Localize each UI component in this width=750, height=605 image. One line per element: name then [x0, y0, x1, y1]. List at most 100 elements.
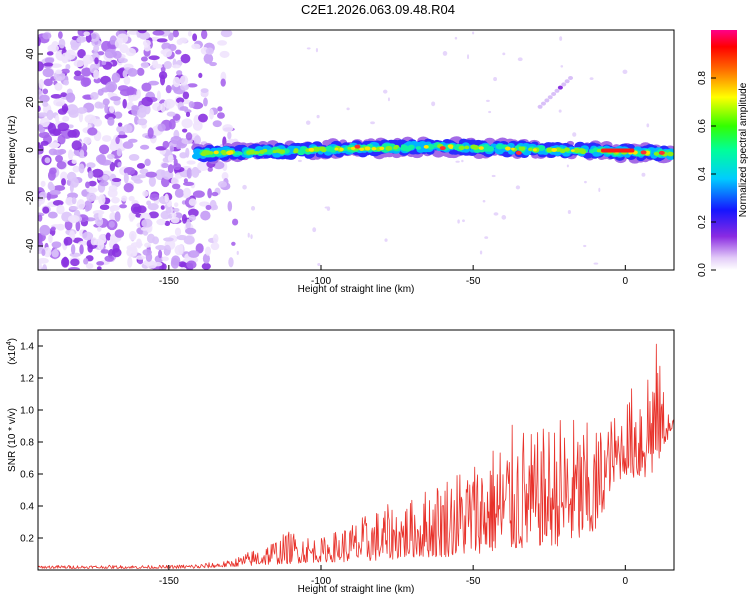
noise-blob	[157, 123, 166, 132]
noise-blob	[559, 36, 563, 41]
noise-blob	[119, 44, 129, 54]
noise-blob	[104, 48, 115, 59]
snr-x-label: Height of straight line (km)	[298, 584, 415, 595]
spectrogram-y-tick-label: 0	[25, 147, 36, 153]
noise-blob	[207, 166, 213, 172]
noise-blob	[502, 52, 506, 56]
spectrogram-x-ticks: -150 -100 -50 0	[159, 265, 629, 287]
noise-blob	[140, 226, 148, 231]
noise-blob	[49, 167, 57, 175]
noise-blob	[114, 211, 121, 222]
noise-blob	[148, 176, 156, 187]
spectrogram-y-ticks: -40 -20 0 20 40	[25, 48, 43, 253]
noise-blob	[96, 261, 105, 266]
band-blob	[227, 150, 234, 155]
noise-blob	[111, 72, 121, 83]
streak-blob	[568, 76, 574, 80]
noise-blob	[140, 62, 150, 69]
noise-blob	[187, 30, 192, 37]
noise-blob	[161, 256, 169, 262]
band-blob	[589, 149, 595, 154]
band-blob	[510, 147, 515, 151]
noise-blob	[137, 30, 147, 34]
spectrogram-x-tick-label: -150	[159, 276, 179, 287]
noise-blob	[82, 77, 92, 87]
noise-blob	[220, 30, 233, 38]
noise-blob	[167, 213, 173, 219]
noise-blob	[192, 120, 203, 131]
noise-blob	[38, 112, 49, 117]
noise-blob	[467, 54, 470, 60]
band-blob	[470, 144, 478, 150]
noise-blob	[115, 136, 120, 145]
noise-blob	[197, 161, 209, 172]
noise-blob	[117, 122, 123, 127]
band-blob	[448, 144, 454, 149]
noise-blob	[147, 80, 160, 86]
snr-y-tick-label: 0.4	[20, 502, 34, 513]
noise-blob	[112, 243, 120, 253]
colorbar-ticks: 0.0 0.2 0.4 0.6 0.8	[697, 71, 716, 277]
noise-blob	[68, 205, 79, 210]
band-blob	[237, 151, 243, 156]
noise-blob	[60, 68, 70, 74]
band-blob	[546, 147, 554, 153]
noise-blob	[81, 67, 92, 77]
noise-blob	[108, 105, 115, 114]
noise-blob	[164, 193, 169, 203]
noise-blob	[38, 257, 49, 264]
noise-blob	[116, 33, 129, 44]
noise-blob	[136, 163, 146, 169]
streak-blob	[544, 98, 550, 103]
noise-blob	[78, 111, 84, 123]
chart-title: C2E1.2026.063.09.48.R04	[301, 2, 455, 17]
noise-blob	[60, 92, 68, 98]
noise-blob	[47, 211, 58, 219]
noise-blob	[55, 155, 63, 163]
noise-blob	[123, 182, 134, 193]
noise-blob	[482, 199, 486, 203]
spectrogram-y-tick-label: -40	[25, 238, 36, 253]
band-blob	[308, 147, 315, 152]
band-blob	[191, 153, 201, 160]
noise-blob	[79, 244, 84, 255]
snr-y-tick-label: 1.2	[20, 374, 34, 385]
noise-blob	[188, 198, 197, 206]
noise-blob	[42, 264, 48, 270]
noise-blob	[136, 67, 145, 76]
noise-blob	[109, 142, 118, 152]
noise-blob	[62, 256, 69, 267]
band-blob	[458, 145, 465, 151]
noise-blob	[133, 179, 143, 184]
noise-blob	[123, 172, 129, 184]
noise-blob	[558, 109, 562, 113]
noise-blob	[472, 31, 475, 35]
noise-blob	[130, 242, 143, 248]
noise-blob	[172, 76, 181, 88]
noise-blob	[178, 261, 187, 268]
noise-blob	[83, 258, 89, 265]
noise-blob	[104, 103, 109, 114]
noise-blob	[182, 181, 195, 187]
snr-y-label: SNR (10 * v/v)	[7, 408, 18, 472]
noise-blob	[156, 38, 168, 43]
noise-blob	[141, 96, 153, 107]
noise-blob	[42, 32, 52, 40]
noise-blob	[455, 160, 460, 163]
noise-blob	[217, 181, 228, 188]
noise-blob	[221, 172, 229, 181]
noise-blob	[117, 85, 129, 92]
noise-blob	[181, 118, 193, 129]
noise-blob	[38, 233, 43, 244]
band-blob	[359, 147, 364, 151]
noise-blob	[43, 62, 54, 67]
noise-blob	[109, 44, 116, 49]
noise-blob	[200, 30, 208, 40]
noise-blob	[593, 262, 599, 265]
noise-blob	[109, 205, 115, 213]
snr-y-tick-label: 0.6	[20, 470, 34, 481]
noise-blob	[58, 38, 66, 49]
noise-blob	[93, 44, 100, 52]
band-blob	[551, 147, 557, 152]
noise-blob	[71, 159, 77, 164]
